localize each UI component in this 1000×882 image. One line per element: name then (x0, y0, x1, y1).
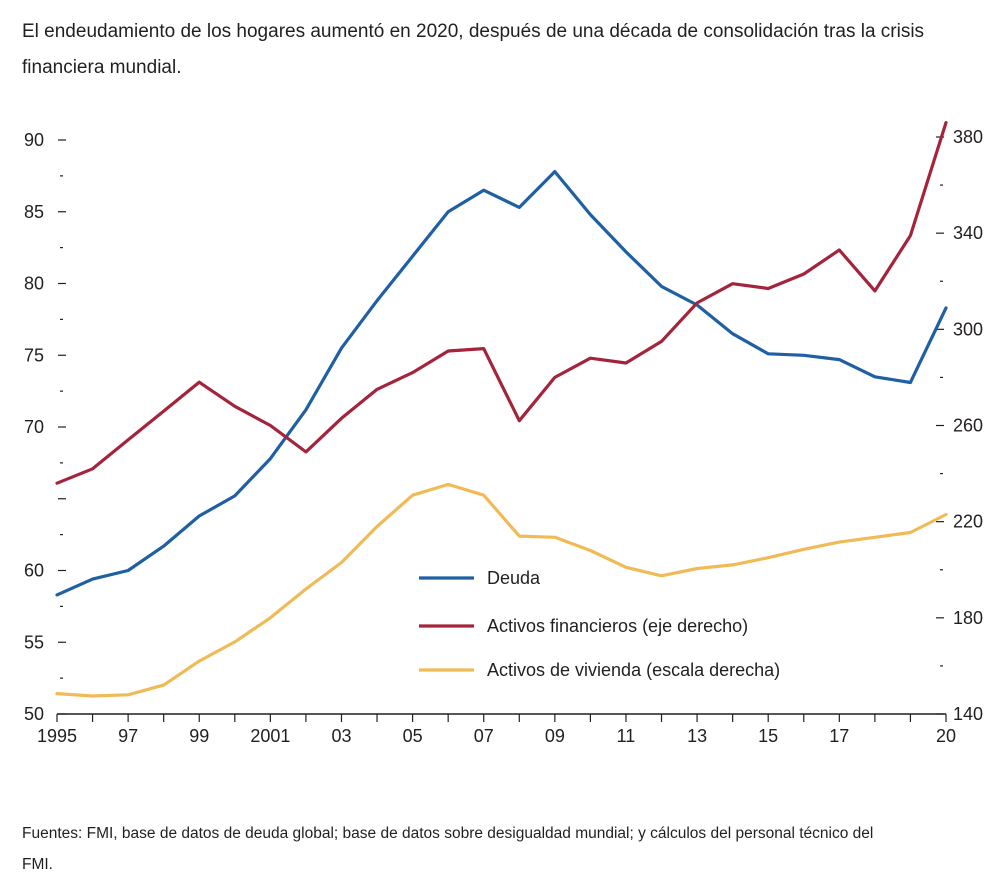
x-tick-label: 03 (331, 726, 351, 746)
x-tick-label: 20 (936, 726, 956, 746)
right-tick-label: 380 (953, 127, 983, 147)
source-note: Fuentes: FMI, base de datos de deuda glo… (22, 825, 874, 873)
x-axis: 1995 97 99 2001 03 05 07 09 11 13 15 17 20 (37, 713, 956, 746)
series-line-1 (55, 170, 948, 597)
x-tick-label: 11 (617, 726, 636, 746)
chart-area: 50 55 60 70 75 80 85 90 140 180 220 260 300 340 380 1… (24, 120, 983, 746)
x-tick-label: 17 (829, 726, 849, 746)
left-tick-label: 55 (24, 632, 44, 652)
left-tick-label: 70 (24, 417, 44, 437)
legend: Deuda Activos financieros (eje derecho) Ac… (419, 568, 780, 680)
x-tick-label: 07 (474, 726, 494, 746)
left-tick-label: 80 (24, 274, 44, 294)
legend-label-1: Deuda (487, 568, 541, 588)
legend-label-2: Activos financieros (eje derecho) (487, 616, 748, 636)
left-tick-label: 90 (24, 130, 44, 150)
x-tick-label: 99 (189, 726, 209, 746)
chart-title: El endeudamiento de los hogares aumentó … (22, 21, 925, 78)
x-tick-label: 2001 (250, 726, 290, 746)
right-tick-label: 180 (953, 608, 983, 628)
left-axis: 50 55 60 70 75 80 85 90 (24, 130, 66, 724)
series-line-3 (55, 482, 948, 698)
left-tick-label: 85 (24, 202, 44, 222)
left-tick-label: 60 (24, 561, 44, 581)
right-tick-label: 260 (953, 416, 983, 436)
x-tick-label: 09 (545, 726, 565, 746)
series-line-2 (55, 120, 948, 485)
right-axis: 140 180 220 260 300 340 380 (936, 127, 983, 724)
right-tick-label: 300 (953, 319, 983, 339)
x-tick-label: 1995 (37, 726, 77, 746)
right-tick-label: 340 (953, 223, 983, 243)
legend-label-3: Activos de vivienda (escala derecha) (487, 660, 780, 680)
x-tick-label: 97 (118, 726, 138, 746)
x-tick-label: 15 (758, 726, 778, 746)
right-tick-label: 220 (953, 512, 983, 532)
x-tick-label: 13 (687, 726, 707, 746)
left-tick-label: 50 (24, 704, 44, 724)
x-tick-label: 05 (403, 726, 423, 746)
series-layer (55, 120, 948, 698)
right-tick-label: 140 (953, 704, 983, 724)
left-tick-label: 75 (24, 345, 44, 365)
